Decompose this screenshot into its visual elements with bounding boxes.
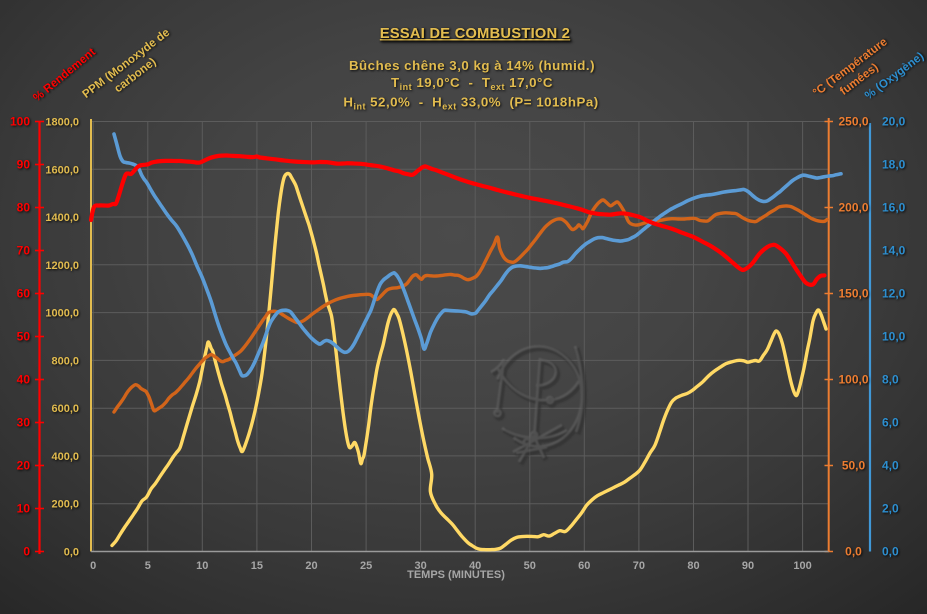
svg-text:12,0: 12,0 <box>882 287 906 301</box>
svg-text:10: 10 <box>17 502 31 516</box>
svg-text:14,0: 14,0 <box>882 244 906 258</box>
svg-text:1800,0: 1800,0 <box>45 117 79 129</box>
svg-text:0,0: 0,0 <box>882 545 899 559</box>
svg-text:Tint 19,0°C - Text 17,0°C: Tint 19,0°C - Text 17,0°C <box>391 75 553 92</box>
svg-text:50,0: 50,0 <box>842 459 866 473</box>
svg-text:5: 5 <box>145 560 151 572</box>
svg-text:20: 20 <box>305 560 317 572</box>
svg-text:70: 70 <box>633 560 645 572</box>
svg-text:50: 50 <box>17 330 31 344</box>
svg-text:ESSAI DE COMBUSTION 2: ESSAI DE COMBUSTION 2 <box>380 26 570 42</box>
svg-text:40: 40 <box>17 373 31 387</box>
svg-text:18,0: 18,0 <box>882 158 906 172</box>
svg-text:10: 10 <box>196 560 208 572</box>
svg-text:80: 80 <box>17 201 31 215</box>
svg-text:1200,0: 1200,0 <box>45 260 79 272</box>
svg-text:250,0: 250,0 <box>838 115 868 129</box>
svg-text:100,0: 100,0 <box>838 373 868 387</box>
svg-text:8,0: 8,0 <box>882 373 899 387</box>
svg-text:60: 60 <box>17 287 31 301</box>
svg-text:16,0: 16,0 <box>882 201 906 215</box>
svg-text:200,0: 200,0 <box>51 499 79 511</box>
svg-text:20,0: 20,0 <box>882 115 906 129</box>
svg-text:200,0: 200,0 <box>838 201 868 215</box>
svg-text:70: 70 <box>17 244 31 258</box>
svg-text:800,0: 800,0 <box>51 355 79 367</box>
svg-text:2,0: 2,0 <box>882 502 899 516</box>
svg-text:1600,0: 1600,0 <box>45 164 79 176</box>
svg-text:30: 30 <box>17 416 31 430</box>
svg-text:0: 0 <box>23 545 30 559</box>
svg-text:TEMPS (MINUTES): TEMPS (MINUTES) <box>407 569 505 581</box>
svg-text:Bûches chêne 3,0 kg à 14% (hum: Bûches chêne 3,0 kg à 14% (humid.) <box>349 58 595 73</box>
svg-text:1000,0: 1000,0 <box>45 308 79 320</box>
svg-text:4,0: 4,0 <box>882 459 899 473</box>
svg-text:25: 25 <box>360 560 372 572</box>
svg-text:0,0: 0,0 <box>64 547 79 559</box>
svg-text:10,0: 10,0 <box>882 330 906 344</box>
svg-text:50: 50 <box>524 560 536 572</box>
svg-text:20: 20 <box>17 459 31 473</box>
svg-text:100: 100 <box>793 560 811 572</box>
svg-text:1400,0: 1400,0 <box>45 212 79 224</box>
svg-text:40: 40 <box>469 560 481 572</box>
svg-text:0: 0 <box>90 560 96 572</box>
svg-text:100: 100 <box>10 115 30 129</box>
svg-text:60: 60 <box>578 560 590 572</box>
svg-text:80: 80 <box>687 560 699 572</box>
svg-text:30: 30 <box>414 560 426 572</box>
svg-text:Hint 52,0% - Hext 33,0% (P=: Hint 52,0% - Hext 33,0% (P= 1018hPa) <box>343 95 598 112</box>
svg-text:6,0: 6,0 <box>882 416 899 430</box>
svg-text:150,0: 150,0 <box>838 287 868 301</box>
svg-text:90: 90 <box>742 560 754 572</box>
svg-text:15: 15 <box>251 560 263 572</box>
svg-text:400,0: 400,0 <box>51 451 79 463</box>
svg-text:0,0: 0,0 <box>845 545 862 559</box>
svg-text:600,0: 600,0 <box>51 403 79 415</box>
svg-text:90: 90 <box>17 158 31 172</box>
